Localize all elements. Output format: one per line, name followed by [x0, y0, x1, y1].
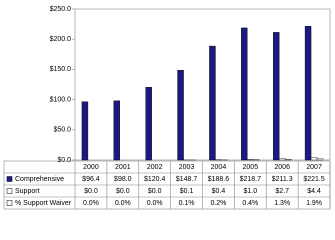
bar	[241, 27, 248, 161]
x-tick-label: 2004	[211, 164, 227, 171]
bar	[272, 32, 280, 161]
table-cell: 1.9%	[306, 200, 322, 207]
bar	[284, 159, 292, 161]
bar	[247, 159, 254, 161]
table-cell: $98.0	[114, 176, 132, 183]
bar	[209, 45, 216, 161]
table-cell: 0.0%	[83, 200, 99, 207]
table-cell: $0.0	[116, 188, 130, 195]
legend-label: % Support Waiver	[15, 200, 72, 207]
bar	[310, 157, 318, 161]
page: {"chart_data": {"type": "bar", "categori…	[3, 5, 331, 210]
table-cell: $0.4	[212, 188, 226, 195]
table-cell: $96.4	[82, 176, 100, 183]
table-cell: $120.4	[144, 176, 166, 183]
y-tick-label: $50.0	[53, 127, 71, 134]
x-tick-label: 2005	[243, 164, 259, 171]
y-tick-label: $150.0	[50, 66, 72, 73]
legend-label: Support	[15, 188, 40, 195]
legend-swatch	[6, 188, 13, 194]
legend-swatch	[6, 176, 13, 182]
y-tick-label: $200.0	[50, 36, 72, 43]
bar	[145, 87, 152, 161]
legend-swatch	[6, 200, 13, 206]
chart: $0.0 $50.0 $100.0 $150.0 $200.0 $250.0 2000 200…	[3, 6, 331, 210]
table-cell: $188.6	[208, 176, 230, 183]
table-cell: 0.0%	[147, 200, 163, 207]
bar	[316, 158, 324, 161]
table-cell: $221.5	[303, 176, 325, 183]
table-cell: 0.4%	[242, 200, 258, 207]
legend-label: Comprehensive	[15, 176, 64, 183]
table-cell: 0.2%	[210, 200, 226, 207]
table-cell: $218.7	[240, 176, 262, 183]
table-cell: $4.4	[307, 188, 321, 195]
table-cell: $2.7	[275, 188, 289, 195]
y-tick-label: $100.0	[50, 96, 72, 103]
y-tick-label: $0.0	[57, 157, 71, 164]
bar	[113, 100, 121, 161]
table-cell: $148.7	[176, 176, 198, 183]
table-cell: $0.0	[84, 188, 98, 195]
table-cell: 0.1%	[179, 200, 195, 207]
table-cell: 0.0%	[115, 200, 131, 207]
table-cell: $1.0	[244, 188, 258, 195]
x-tick-label: 2007	[306, 164, 322, 171]
bar	[81, 101, 89, 161]
x-tick-label: 2000	[83, 164, 99, 171]
x-tick-label: 2002	[147, 164, 163, 171]
bar	[304, 26, 312, 161]
plot-frame	[74, 8, 331, 161]
x-tick-label: 2006	[274, 164, 290, 171]
table-cell: $0.0	[148, 188, 162, 195]
table-cell: 1.3%	[274, 200, 290, 207]
x-tick-label: 2003	[179, 164, 195, 171]
table-cell: $211.3	[272, 176, 293, 183]
bar	[177, 69, 184, 161]
table-cell: $0.1	[180, 188, 194, 195]
y-tick-label: $250.0	[50, 6, 72, 13]
bar	[278, 158, 286, 161]
x-tick-label: 2001	[115, 164, 131, 171]
